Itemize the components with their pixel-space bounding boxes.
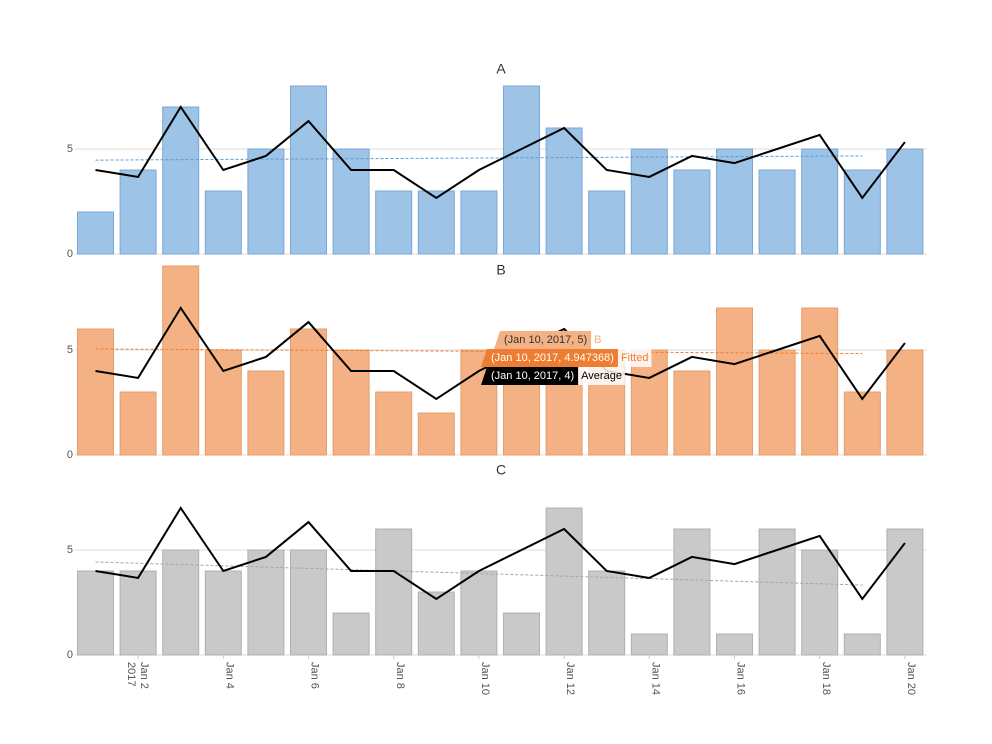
bar (503, 612, 540, 656)
bar (460, 570, 498, 656)
average-line (95, 105, 906, 200)
bar (290, 549, 327, 656)
bar (673, 169, 711, 255)
fitted-line (95, 155, 863, 161)
panel-title: A (496, 61, 506, 77)
tooltip-name-box (617, 349, 652, 367)
bar (247, 148, 285, 255)
bar (843, 633, 881, 656)
bar (886, 349, 924, 456)
bar (588, 570, 626, 656)
bar (417, 412, 455, 456)
x-tick-label: Jan 6 (309, 662, 321, 689)
bar (290, 85, 327, 255)
bar (545, 507, 583, 656)
y-tick-label: 0 (67, 248, 73, 260)
x-tick-label: Jan 12 (564, 662, 576, 695)
bar (630, 633, 668, 656)
x-tick-label: Jan 4 (223, 662, 235, 689)
bar (886, 528, 924, 656)
bar (630, 349, 668, 456)
bar (801, 307, 839, 456)
bar (716, 148, 753, 255)
x-tick-label: Jan 8 (394, 662, 406, 689)
bar (77, 328, 114, 456)
tooltip-pointer (481, 367, 487, 385)
bar (204, 190, 242, 255)
tooltip: (Jan 10, 2017, 5) B (Jan 10, 2017, 4.94736… (481, 331, 652, 385)
y-tick-label: 0 (67, 649, 73, 661)
panel-title: C (496, 462, 506, 478)
tooltip-box (487, 367, 579, 385)
tooltip-value: (Jan 10, 2017, 5) (504, 334, 587, 346)
bar (375, 190, 413, 255)
bar (375, 391, 413, 456)
x-tick-sublabel: 2017 (125, 662, 137, 686)
bar (588, 190, 626, 255)
bar (417, 591, 455, 656)
average-line (95, 506, 906, 601)
bar (247, 370, 285, 456)
x-tick-label: Jan 20 (905, 662, 917, 695)
tooltip-pointer (494, 331, 500, 349)
panel-title: B (496, 262, 505, 278)
tooltip-name: Average (581, 370, 622, 382)
bar (843, 391, 881, 456)
x-tick-label: Jan 14 (649, 662, 661, 695)
y-tick-label: 5 (67, 344, 73, 356)
tooltip-pointer (481, 349, 487, 367)
tooltip-box (500, 331, 592, 349)
bar (332, 148, 370, 255)
x-tick-label: Jan 10 (479, 662, 491, 695)
bar (332, 349, 370, 456)
bar (77, 211, 114, 255)
bar (162, 549, 200, 656)
bar (247, 549, 285, 656)
bar (758, 528, 796, 656)
bar (204, 349, 242, 456)
bar (503, 85, 540, 255)
y-tick-label: 0 (67, 449, 73, 461)
tooltip-value: (Jan 10, 2017, 4) (491, 370, 574, 382)
bar (77, 570, 114, 656)
bar (119, 570, 157, 656)
bar (716, 307, 753, 456)
bar (417, 190, 455, 255)
tooltip-name-box (591, 331, 605, 349)
bar (801, 549, 839, 656)
y-tick-label: 5 (67, 544, 73, 556)
bar (673, 528, 711, 656)
bar (375, 528, 413, 656)
bar (758, 169, 796, 255)
fitted-line (95, 348, 863, 355)
x-tick-label: Jan 18 (820, 662, 832, 695)
tooltip-name: B (594, 334, 601, 346)
bar (162, 265, 200, 456)
bar (162, 106, 200, 255)
bar (290, 328, 327, 456)
x-tick-label: Jan 2 (138, 662, 150, 689)
bar (716, 633, 753, 656)
bar (119, 169, 157, 255)
y-tick-label: 5 (67, 143, 73, 155)
bar (332, 612, 370, 656)
tooltip-value: (Jan 10, 2017, 4.947368) (491, 352, 614, 364)
fitted-line (95, 561, 863, 586)
bar (758, 349, 796, 456)
x-tick-label: Jan 16 (735, 662, 747, 695)
bar (843, 169, 881, 255)
bar (673, 370, 711, 456)
bar (119, 391, 157, 456)
bar (204, 570, 242, 656)
bar (630, 148, 668, 255)
bar (886, 148, 924, 255)
bar (801, 148, 839, 255)
bar (460, 190, 498, 255)
bar (545, 127, 583, 255)
tooltip-name-box (578, 367, 625, 385)
tooltip-box (487, 349, 618, 367)
tooltip-name: Fitted (621, 352, 649, 364)
